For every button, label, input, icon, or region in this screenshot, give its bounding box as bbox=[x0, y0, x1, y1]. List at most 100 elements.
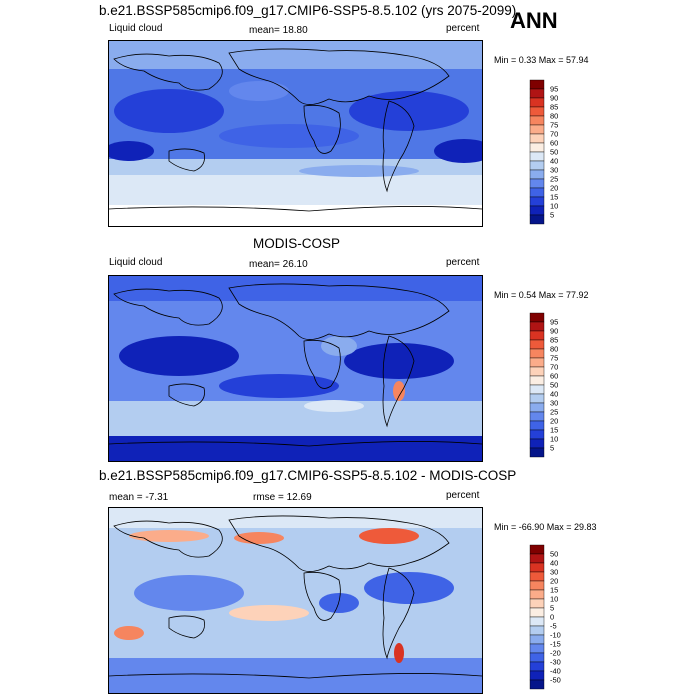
colorbar-swatch bbox=[529, 124, 545, 135]
colorbar-swatch bbox=[529, 97, 545, 108]
panel2-title: MODIS-COSP bbox=[253, 236, 341, 251]
colorbar-tick-label: 25 bbox=[550, 408, 558, 417]
colorbar-swatch bbox=[529, 88, 545, 99]
colorbar-tick-label: 0 bbox=[550, 613, 554, 622]
colorbar-swatch bbox=[529, 598, 545, 609]
colorbar-tick-label: 20 bbox=[550, 417, 558, 426]
panel1-variable: Liquid cloud bbox=[109, 23, 163, 34]
colorbar-swatch bbox=[529, 214, 545, 225]
colorbar-tick-label: -15 bbox=[550, 640, 561, 649]
colorbar-tick-label: 5 bbox=[550, 604, 554, 613]
colorbar-tick-label: 40 bbox=[550, 559, 558, 568]
panel1-title: b.e21.BSSP585cmip6.f09_g17.CMIP6-SSP5-8.… bbox=[99, 3, 517, 18]
colorbar-tick-label: 70 bbox=[550, 363, 558, 372]
colorbar-swatch bbox=[529, 151, 545, 162]
colorbar-swatch bbox=[529, 115, 545, 126]
colorbar-tick-label: 20 bbox=[550, 577, 558, 586]
colorbar-swatch bbox=[529, 348, 545, 359]
colorbar-tick-label: 40 bbox=[550, 157, 558, 166]
colorbar-tick-label: 85 bbox=[550, 103, 558, 112]
panel1-colorbar: 95 90 85 80 75 70 60 50 40 30 25 20 15 10 5 bbox=[529, 79, 590, 230]
colorbar-tick-label: -50 bbox=[550, 676, 561, 685]
panel3-title: b.e21.BSSP585cmip6.f09_g17.CMIP6-SSP5-8.… bbox=[99, 468, 517, 483]
colorbar-tick-label: 15 bbox=[550, 586, 558, 595]
colorbar-swatch bbox=[529, 357, 545, 368]
colorbar-swatch bbox=[529, 679, 545, 690]
colorbar-swatch bbox=[529, 366, 545, 377]
colorbar-tick-label: 90 bbox=[550, 94, 558, 103]
colorbar-swatch bbox=[529, 330, 545, 341]
panel3-minmax: Min = -66.90 Max = 29.83 bbox=[494, 522, 597, 532]
colorbar-swatch bbox=[529, 196, 545, 207]
colorbar-tick-label: 95 bbox=[550, 85, 558, 94]
colorbar-swatch bbox=[529, 580, 545, 591]
colorbar-swatch bbox=[529, 634, 545, 645]
colorbar-swatch bbox=[529, 79, 545, 90]
panel3-colorbar: 50 40 30 20 15 10 5 0 -5 -10 -15 -20 -30 -40 -50 bbox=[529, 544, 590, 695]
colorbar-tick-label: 80 bbox=[550, 112, 558, 121]
colorbar-tick-label: 50 bbox=[550, 550, 558, 559]
colorbar-swatch bbox=[529, 312, 545, 323]
colorbar-tick-label: 40 bbox=[550, 390, 558, 399]
colorbar-tick-label: 50 bbox=[550, 148, 558, 157]
colorbar-swatch bbox=[529, 562, 545, 573]
colorbar-tick-label: 95 bbox=[550, 318, 558, 327]
colorbar-swatch bbox=[529, 643, 545, 654]
colorbar-swatch bbox=[529, 420, 545, 431]
panel1-map bbox=[108, 40, 483, 227]
colorbar-tick-label: -10 bbox=[550, 631, 561, 640]
colorbar-tick-label: 80 bbox=[550, 345, 558, 354]
colorbar-swatch bbox=[529, 321, 545, 332]
colorbar-tick-label: 75 bbox=[550, 354, 558, 363]
panel3-rmse: rmse = 12.69 bbox=[253, 492, 312, 503]
colorbar-tick-label: 85 bbox=[550, 336, 558, 345]
panel1-minmax: Min = 0.33 Max = 57.94 bbox=[494, 55, 589, 65]
panel2-mean: mean= 26.10 bbox=[249, 259, 308, 270]
colorbar-tick-label: 5 bbox=[550, 444, 554, 453]
colorbar-tick-label: -30 bbox=[550, 658, 561, 667]
colorbar-swatch bbox=[529, 160, 545, 171]
panel3-map bbox=[108, 507, 483, 694]
colorbar-swatch bbox=[529, 670, 545, 681]
panel1-units: percent bbox=[446, 23, 480, 34]
colorbar-tick-label: 10 bbox=[550, 202, 558, 211]
colorbar-swatch bbox=[529, 589, 545, 600]
colorbar-swatch bbox=[529, 544, 545, 555]
season-label: ANN bbox=[510, 8, 558, 33]
colorbar-swatch bbox=[529, 571, 545, 582]
colorbar-tick-label: 20 bbox=[550, 184, 558, 193]
colorbar-tick-label: 90 bbox=[550, 327, 558, 336]
colorbar-tick-label: 10 bbox=[550, 435, 558, 444]
colorbar-tick-label: 30 bbox=[550, 166, 558, 175]
colorbar-swatch bbox=[529, 106, 545, 117]
colorbar-tick-label: -20 bbox=[550, 649, 561, 658]
colorbar-tick-label: -40 bbox=[550, 667, 561, 676]
colorbar-swatch bbox=[529, 616, 545, 627]
colorbar-swatch bbox=[529, 402, 545, 413]
colorbar-swatch bbox=[529, 661, 545, 672]
colorbar-swatch bbox=[529, 429, 545, 440]
panel2-minmax: Min = 0.54 Max = 77.92 bbox=[494, 290, 589, 300]
colorbar-swatch bbox=[529, 384, 545, 395]
colorbar-tick-label: 25 bbox=[550, 175, 558, 184]
colorbar-tick-label: 60 bbox=[550, 139, 558, 148]
colorbar-tick-label: 10 bbox=[550, 595, 558, 604]
colorbar-swatch bbox=[529, 625, 545, 636]
colorbar-swatch bbox=[529, 607, 545, 618]
colorbar-tick-label: 5 bbox=[550, 211, 554, 220]
colorbar-swatch bbox=[529, 411, 545, 422]
colorbar-swatch bbox=[529, 447, 545, 458]
colorbar-swatch bbox=[529, 375, 545, 386]
colorbar-swatch bbox=[529, 393, 545, 404]
panel1-mean: mean= 18.80 bbox=[249, 25, 308, 36]
colorbar-swatch bbox=[529, 339, 545, 350]
colorbar-swatch bbox=[529, 205, 545, 216]
colorbar-swatch bbox=[529, 178, 545, 189]
colorbar-swatch bbox=[529, 553, 545, 564]
colorbar-swatch bbox=[529, 438, 545, 449]
colorbar-tick-label: 50 bbox=[550, 381, 558, 390]
colorbar-tick-label: -5 bbox=[550, 622, 557, 631]
